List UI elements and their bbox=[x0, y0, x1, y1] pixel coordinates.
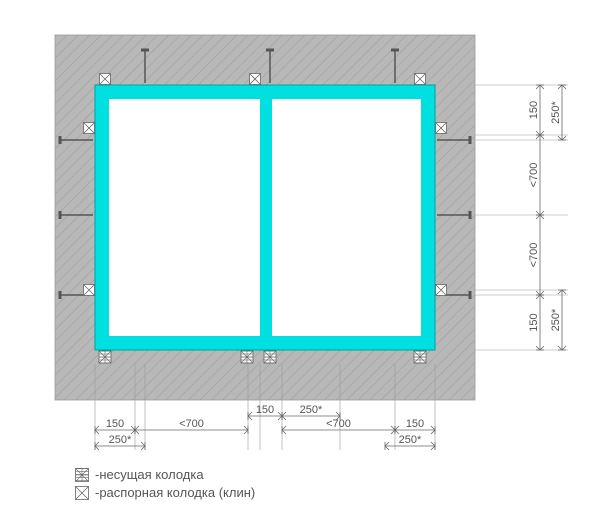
svg-text:250*: 250* bbox=[550, 308, 562, 331]
svg-text:-несущая колодка: -несущая колодка bbox=[95, 467, 204, 482]
svg-text:150: 150 bbox=[106, 418, 124, 430]
svg-text:150: 150 bbox=[406, 418, 424, 430]
svg-text:150: 150 bbox=[528, 101, 540, 119]
svg-text:250*: 250* bbox=[550, 100, 562, 123]
svg-text:150: 150 bbox=[528, 313, 540, 331]
svg-text:<700: <700 bbox=[528, 163, 540, 188]
svg-text:250*: 250* bbox=[399, 434, 422, 446]
svg-text:250*: 250* bbox=[300, 404, 323, 416]
svg-text:<700: <700 bbox=[179, 418, 204, 430]
svg-text:-распорная колодка (клин): -распорная колодка (клин) bbox=[95, 485, 255, 500]
svg-text:250*: 250* bbox=[109, 434, 132, 446]
svg-text:<700: <700 bbox=[528, 243, 540, 268]
svg-text:<700: <700 bbox=[326, 418, 351, 430]
svg-text:150: 150 bbox=[256, 404, 274, 416]
